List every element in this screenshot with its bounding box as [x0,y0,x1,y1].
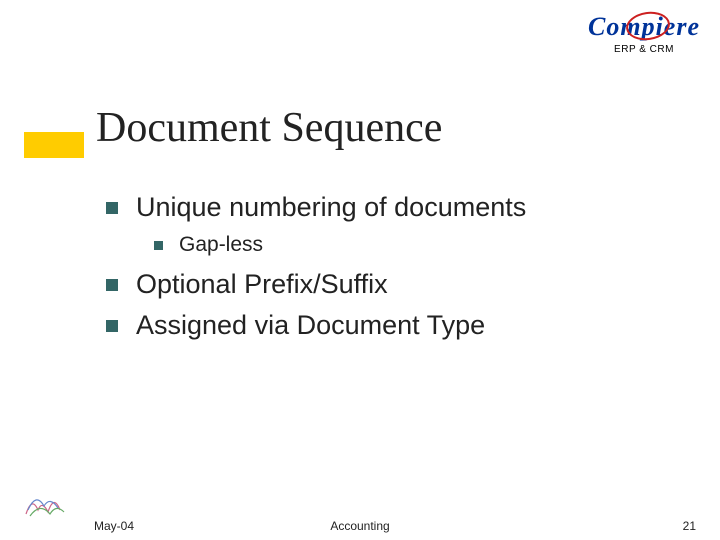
title-accent-bar [24,132,84,158]
bullet-text: Unique numbering of documents [136,192,526,223]
slide: Compiere ERP & CRM Document Sequence Uni… [0,0,720,540]
bullet-body: Unique numbering of documents Gap-less O… [106,192,666,351]
bullet-text: Optional Prefix/Suffix [136,269,388,300]
slide-title: Document Sequence [96,104,442,152]
square-bullet-icon [154,241,163,250]
logo: Compiere ERP & CRM [588,12,700,55]
bullet-l1: Assigned via Document Type [106,310,666,341]
square-bullet-icon [106,320,118,332]
logo-subtitle: ERP & CRM [588,44,700,55]
title-wrap: Document Sequence [24,104,442,152]
bullet-l2: Gap-less [154,233,666,257]
footer-title: Accounting [0,519,720,533]
square-bullet-icon [106,279,118,291]
bullet-text: Gap-less [179,233,263,257]
decorative-sketch-icon [20,476,72,520]
square-bullet-icon [106,202,118,214]
bullet-l1: Optional Prefix/Suffix [106,269,666,300]
footer-page-number: 21 [683,519,696,533]
logo-brand: Compiere [588,12,700,42]
bullet-text: Assigned via Document Type [136,310,485,341]
bullet-l1: Unique numbering of documents [106,192,666,223]
